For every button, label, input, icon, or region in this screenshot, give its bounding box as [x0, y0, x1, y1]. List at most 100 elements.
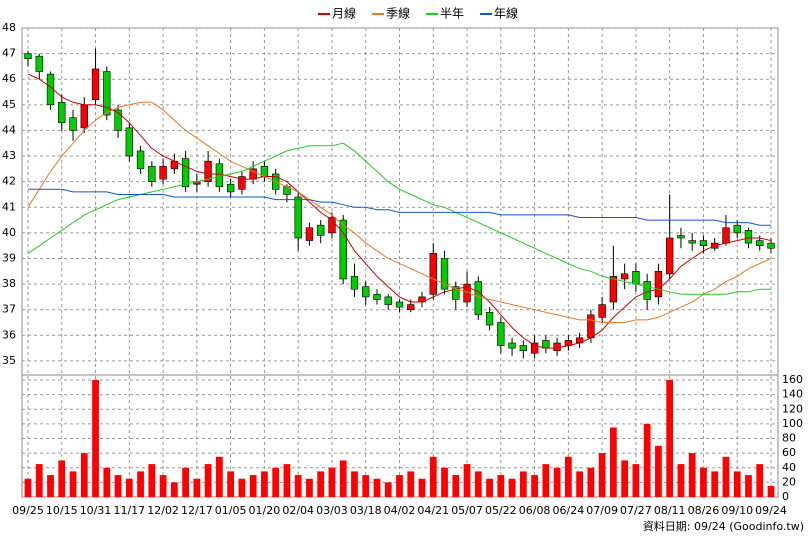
- x-tick-label: 03/18: [350, 504, 382, 517]
- candle-body: [181, 158, 190, 188]
- x-tick-label: 12/02: [147, 504, 179, 517]
- volume-bar: [441, 467, 448, 497]
- volume-bar: [283, 464, 291, 497]
- volume-bar: [497, 475, 505, 497]
- volume-bar: [317, 471, 325, 497]
- volume-bar: [238, 478, 246, 497]
- volume-bar: [92, 380, 99, 497]
- volume-bar: [182, 467, 189, 497]
- x-tick-label: 01/20: [249, 504, 281, 517]
- volume-bar: [474, 471, 482, 497]
- volume-bar: [756, 464, 764, 497]
- ma-line: [28, 188, 771, 226]
- volume-bar: [711, 471, 719, 497]
- y-tick-label: 45: [2, 98, 16, 111]
- volume-bar: [328, 467, 336, 497]
- volume-bar: [294, 475, 302, 497]
- volume-bar: [429, 456, 437, 497]
- candle-body: [159, 165, 167, 180]
- volume-bar: [148, 464, 156, 497]
- candle-body: [508, 342, 516, 349]
- candle-body: [519, 345, 528, 351]
- volume-bar: [193, 478, 201, 497]
- x-tick-label: 04/02: [384, 504, 416, 517]
- candle-body: [58, 101, 66, 124]
- x-tick-label: 04/21: [417, 504, 449, 517]
- volume-bar: [351, 471, 358, 497]
- y2-tick-label: 60: [782, 446, 796, 459]
- candle-body: [744, 230, 753, 244]
- candle-body: [677, 235, 685, 239]
- x-tick-label: 09/24: [755, 504, 787, 517]
- y2-tick-label: 80: [782, 432, 796, 445]
- volume-bar: [137, 471, 144, 497]
- candle-body: [632, 270, 640, 285]
- volume-bar: [767, 486, 775, 497]
- volume-bar: [666, 380, 674, 497]
- volume-bar: [47, 475, 54, 497]
- x-tick-label: 06/24: [553, 504, 585, 517]
- volume-bar: [159, 475, 167, 497]
- candle-body: [204, 160, 212, 182]
- volume-bar: [204, 464, 212, 497]
- candle-body: [485, 311, 494, 326]
- candle-body: [339, 219, 347, 280]
- y-tick-label: 43: [2, 149, 16, 162]
- volume-bar: [519, 471, 527, 497]
- candle-body: [103, 71, 111, 116]
- y-tick-label: 41: [2, 200, 16, 213]
- candle-body: [136, 150, 145, 170]
- volume-bar: [249, 475, 257, 497]
- volume-bar: [531, 475, 538, 497]
- y-tick-label: 47: [2, 47, 16, 60]
- candle-body: [373, 294, 381, 300]
- candle-body: [722, 227, 730, 244]
- grid: 3536373839404142434445464748020406080100…: [2, 21, 803, 517]
- x-tick-label: 07/09: [586, 504, 618, 517]
- y-tick-label: 40: [2, 226, 16, 239]
- y-tick-label: 46: [2, 72, 16, 85]
- candle-body: [756, 240, 764, 246]
- volume-bar: [80, 453, 88, 497]
- candle-body: [148, 165, 156, 182]
- candle-body: [215, 163, 224, 188]
- volume-bar: [688, 453, 696, 497]
- candle-body: [35, 55, 43, 72]
- volume-bar: [621, 460, 629, 497]
- y2-tick-label: 20: [782, 475, 796, 488]
- volume-bar: [745, 475, 752, 497]
- volume-bar: [114, 475, 122, 497]
- y-tick-label: 35: [2, 354, 16, 367]
- candle-body: [553, 342, 561, 351]
- volume-bar: [418, 478, 426, 497]
- candle-body: [407, 304, 415, 310]
- candle-body: [530, 342, 539, 354]
- ma-line: [27, 142, 771, 295]
- candle-body: [24, 53, 32, 60]
- volume-bar: [463, 464, 471, 497]
- candle-body: [114, 109, 122, 131]
- y-tick-label: 44: [2, 123, 16, 136]
- candle-body: [666, 237, 674, 275]
- candle-body: [452, 286, 460, 300]
- candle-body: [598, 304, 606, 318]
- volume-bar: [125, 478, 133, 497]
- volume-bar: [610, 427, 617, 497]
- y-tick-label: 39: [2, 251, 16, 264]
- volume-bar: [339, 460, 347, 497]
- legend-label: 季線: [386, 6, 410, 21]
- volume-bar: [587, 467, 595, 497]
- candle-body: [542, 340, 550, 349]
- candle-body: [91, 68, 100, 101]
- candle-body: [767, 242, 775, 249]
- y-tick-label: 42: [2, 175, 16, 188]
- candle-body: [440, 258, 449, 290]
- ma-line: [27, 101, 772, 323]
- volume-bar: [216, 456, 223, 497]
- legend: 月線 季線 半年 年線: [318, 6, 518, 21]
- candle-body: [609, 276, 618, 303]
- candle-body: [395, 301, 404, 308]
- volume-bar: [508, 478, 516, 497]
- volume-bar: [733, 471, 741, 497]
